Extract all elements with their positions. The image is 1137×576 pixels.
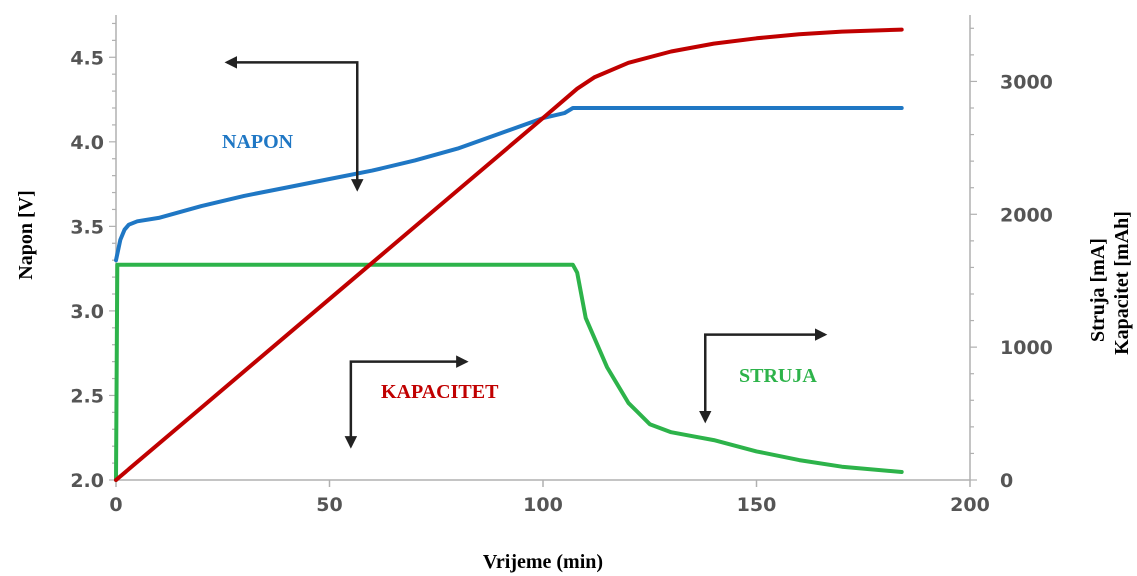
kapacitet-arrow [351, 362, 466, 447]
y-right-tick-label: 2000 [1000, 204, 1053, 226]
series-layer [116, 30, 902, 480]
annotation-arrows [227, 62, 825, 446]
y-left-tick-label: 3.5 [70, 216, 104, 238]
y-right-tick-label: 3000 [1000, 71, 1053, 93]
y-axis-left-title: Napon [V] [15, 190, 37, 279]
struja-label: STRUJA [739, 365, 817, 387]
y-left-tick-label: 2.5 [70, 385, 104, 407]
x-tick-label: 200 [950, 494, 990, 516]
x-tick-label: 100 [523, 494, 563, 516]
y-left-tick-label: 2.0 [70, 470, 104, 492]
kapacitet-label: KAPACITET [381, 381, 499, 403]
x-tick-label: 150 [737, 494, 777, 516]
y-right-tick-label: 1000 [1000, 337, 1053, 359]
y-right-tick-label: 0 [1000, 470, 1013, 492]
y-left-tick-label: 3.0 [70, 301, 104, 323]
x-axis-title: Vrijeme (min) [483, 551, 603, 573]
x-tick-label: 50 [316, 494, 342, 516]
y-axis-right-title-2: Kapacitet [mAh] [1111, 211, 1133, 355]
x-tick-label: 0 [109, 494, 122, 516]
napon-label: NAPON [222, 131, 294, 153]
y-left-tick-label: 4.5 [70, 47, 104, 69]
y-left-tick-label: 4.0 [70, 132, 104, 154]
series-line-kapacitet [116, 30, 902, 480]
y-axis-right-title-1: Struja [mA] [1087, 238, 1109, 342]
napon-arrow [227, 62, 357, 189]
